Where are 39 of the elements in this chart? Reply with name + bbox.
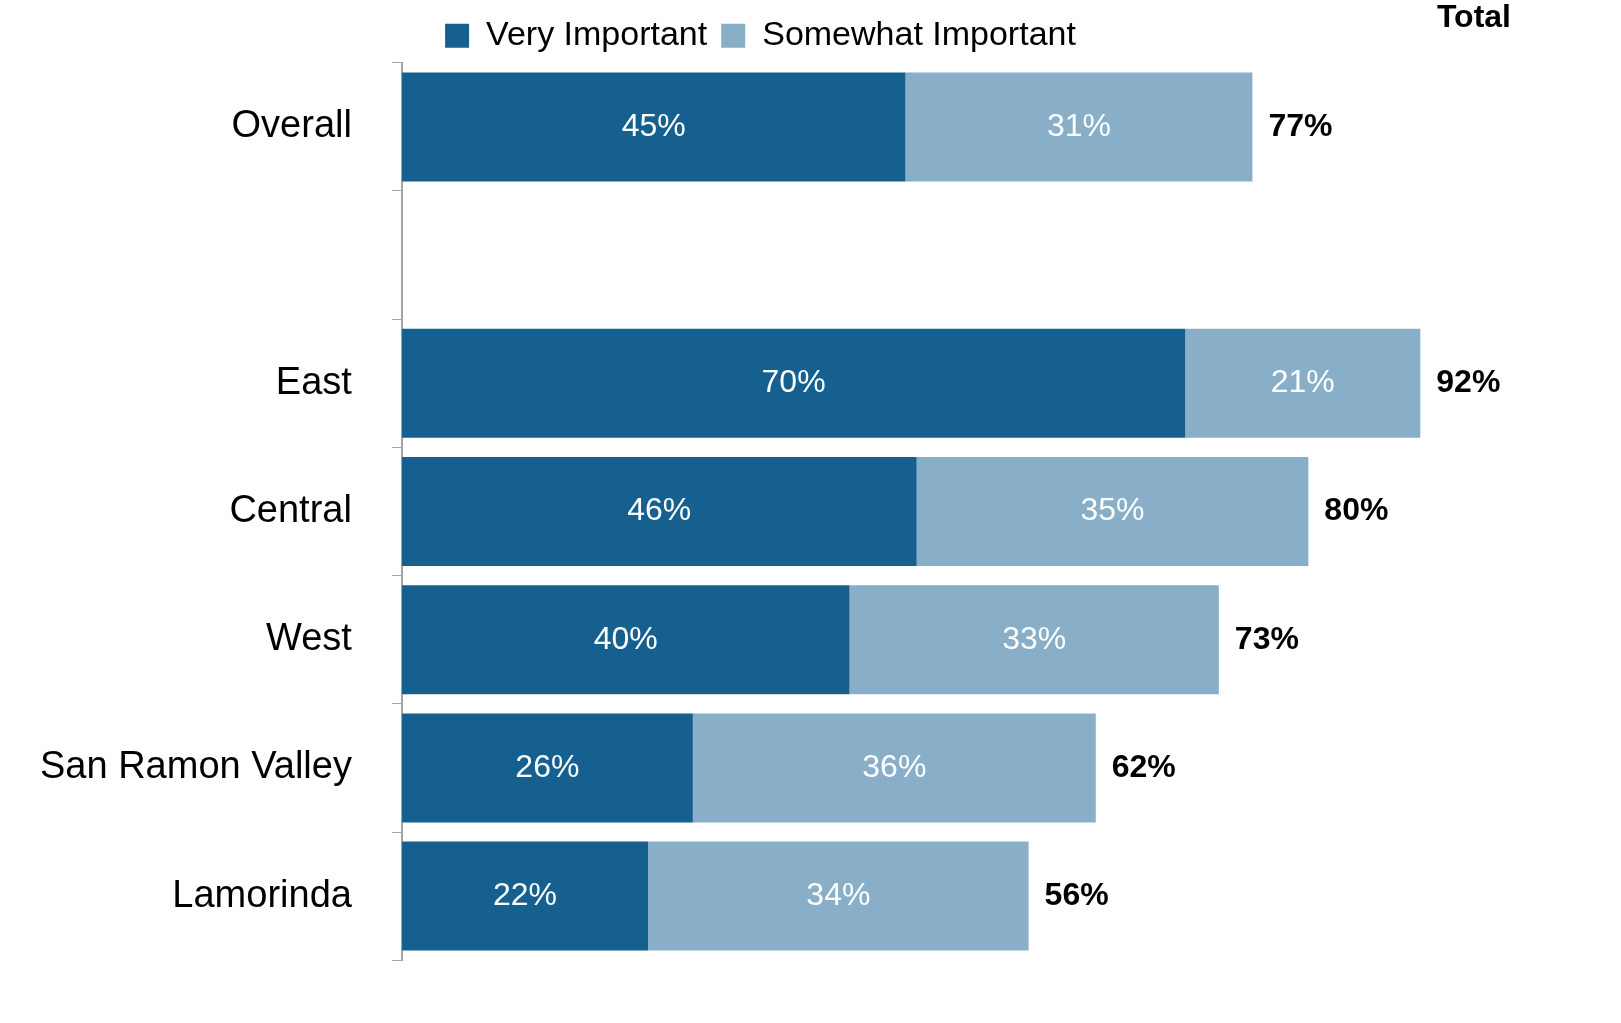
y-tick-label: West (266, 616, 353, 659)
total-label: 80% (1324, 491, 1389, 528)
bar (401, 328, 1186, 438)
data-label: 70% (761, 363, 826, 400)
data-label: 35% (1080, 491, 1145, 528)
bar (401, 713, 693, 823)
data-label: 45% (621, 106, 686, 143)
total-label: 62% (1111, 747, 1176, 784)
data-label: 22% (492, 875, 558, 912)
y-tick-label: Overall (231, 103, 352, 146)
bar (905, 72, 1253, 182)
bar (401, 72, 906, 182)
data-label: 21% (1270, 363, 1335, 400)
total-label: 77% (1268, 106, 1333, 143)
data-label: 36% (862, 747, 927, 784)
bar (401, 585, 850, 695)
bar (849, 585, 1219, 695)
bar (401, 457, 917, 566)
y-tick-label: San Ramon Valley (40, 744, 352, 787)
bar (401, 841, 649, 951)
bar (648, 841, 1029, 951)
data-label: 40% (593, 619, 658, 656)
legend-label: Somewhat Important (762, 14, 1077, 53)
data-label: 34% (806, 875, 871, 912)
data-label: 26% (515, 747, 580, 784)
y-tick-label: East (275, 359, 353, 402)
total-label: 73% (1234, 619, 1299, 656)
total-label: 56% (1044, 875, 1109, 912)
total-label: 92% (1436, 363, 1501, 400)
data-label: 33% (1002, 619, 1067, 656)
bar (1185, 328, 1421, 438)
legend-label: Very Important (486, 14, 708, 53)
data-label: 31% (1046, 106, 1111, 143)
text: Total (1436, 0, 1511, 34)
bar (916, 457, 1309, 566)
bar (692, 713, 1096, 823)
data-label: 46% (627, 491, 692, 528)
y-tick-label: Lamorinda (172, 872, 353, 915)
y-tick-label: Central (229, 487, 352, 530)
